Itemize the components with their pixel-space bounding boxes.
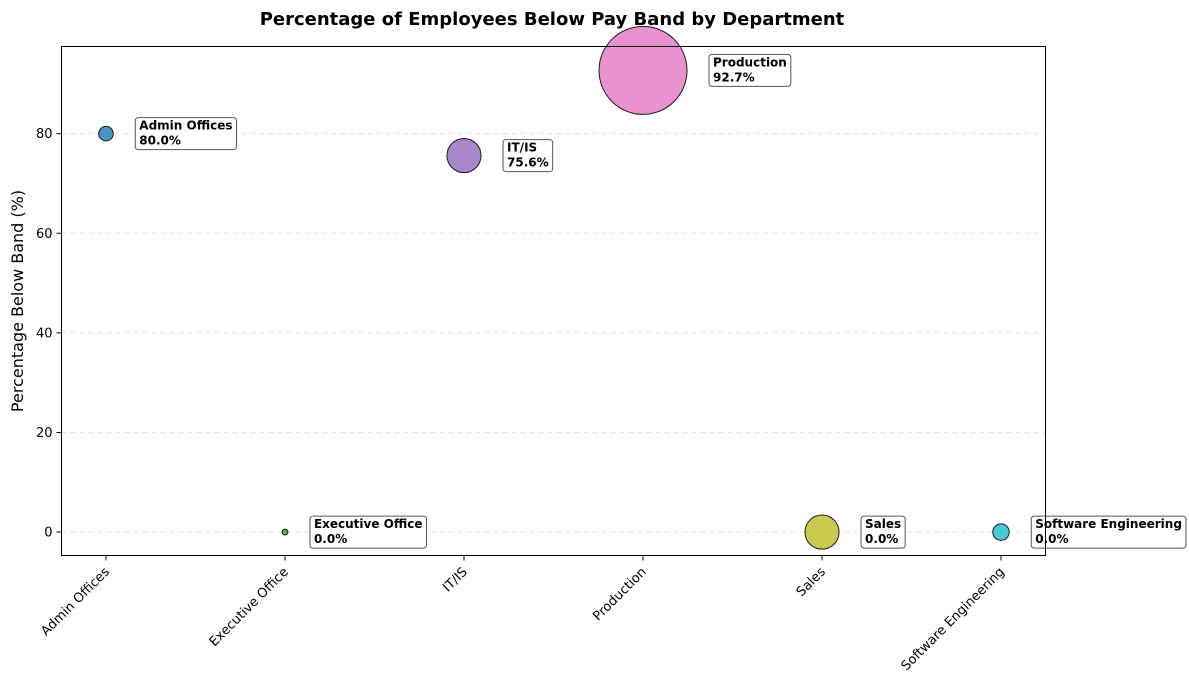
annotation-value: 80.0% — [139, 134, 181, 148]
y-tick-label: 80 — [36, 127, 53, 142]
grid-lines — [61, 133, 1046, 533]
bubble-production — [598, 25, 688, 115]
y-tick-label: 40 — [36, 326, 53, 341]
annotation-value: 0.0% — [314, 532, 347, 546]
annotation-box — [309, 515, 428, 549]
x-tick-label-admin-offices: Admin Offices — [38, 565, 113, 640]
y-tick-label: 0 — [44, 526, 52, 541]
annotation-value: 92.7% — [713, 70, 755, 84]
x-tick-label-it-is: IT/IS — [440, 565, 471, 596]
y-tick-label: 20 — [36, 426, 53, 441]
annotation-box — [860, 515, 906, 549]
annotation-label: Admin Offices — [139, 119, 232, 133]
annotation-label: Production — [713, 55, 787, 69]
x-axis: Admin Offices Executive Office IT/IS Produc… — [38, 555, 1008, 674]
annotation-box — [708, 53, 792, 87]
y-axis: 0 20 40 60 80 — [36, 127, 62, 541]
bubble-software-engineering — [992, 523, 1010, 541]
x-tick-label-production: Production — [590, 565, 650, 625]
annotation-box — [502, 139, 554, 173]
annotation-label: Sales — [865, 517, 901, 531]
x-tick-label-executive-office: Executive Office — [207, 565, 292, 650]
plot-frame — [61, 46, 1046, 556]
bubble-admin-offices — [98, 125, 114, 142]
annotation-box — [134, 117, 237, 151]
bubbles — [98, 25, 1010, 550]
y-tick-label: 60 — [36, 227, 53, 242]
bubble-executive-office — [281, 528, 289, 536]
bubble-sales — [804, 514, 840, 550]
x-tick-label-sales: Sales — [794, 565, 829, 600]
annotation-value: 75.6% — [507, 156, 549, 170]
annotation-label: Executive Office — [314, 517, 423, 531]
x-tick-label-software-engineering: Software Engineering — [899, 565, 1008, 674]
annotation-value: 0.0% — [865, 532, 898, 546]
y-axis-label: Percentage Below Band (%) — [8, 190, 27, 412]
bubble-it-is — [446, 138, 482, 174]
chart-title: Percentage of Employees Below Pay Band b… — [260, 9, 845, 30]
annotation-label: IT/IS — [507, 141, 537, 155]
annotation-box — [1030, 515, 1187, 549]
annotation-label: Software Engineering — [1035, 517, 1182, 531]
annotation-value: 0.0% — [1035, 532, 1068, 546]
